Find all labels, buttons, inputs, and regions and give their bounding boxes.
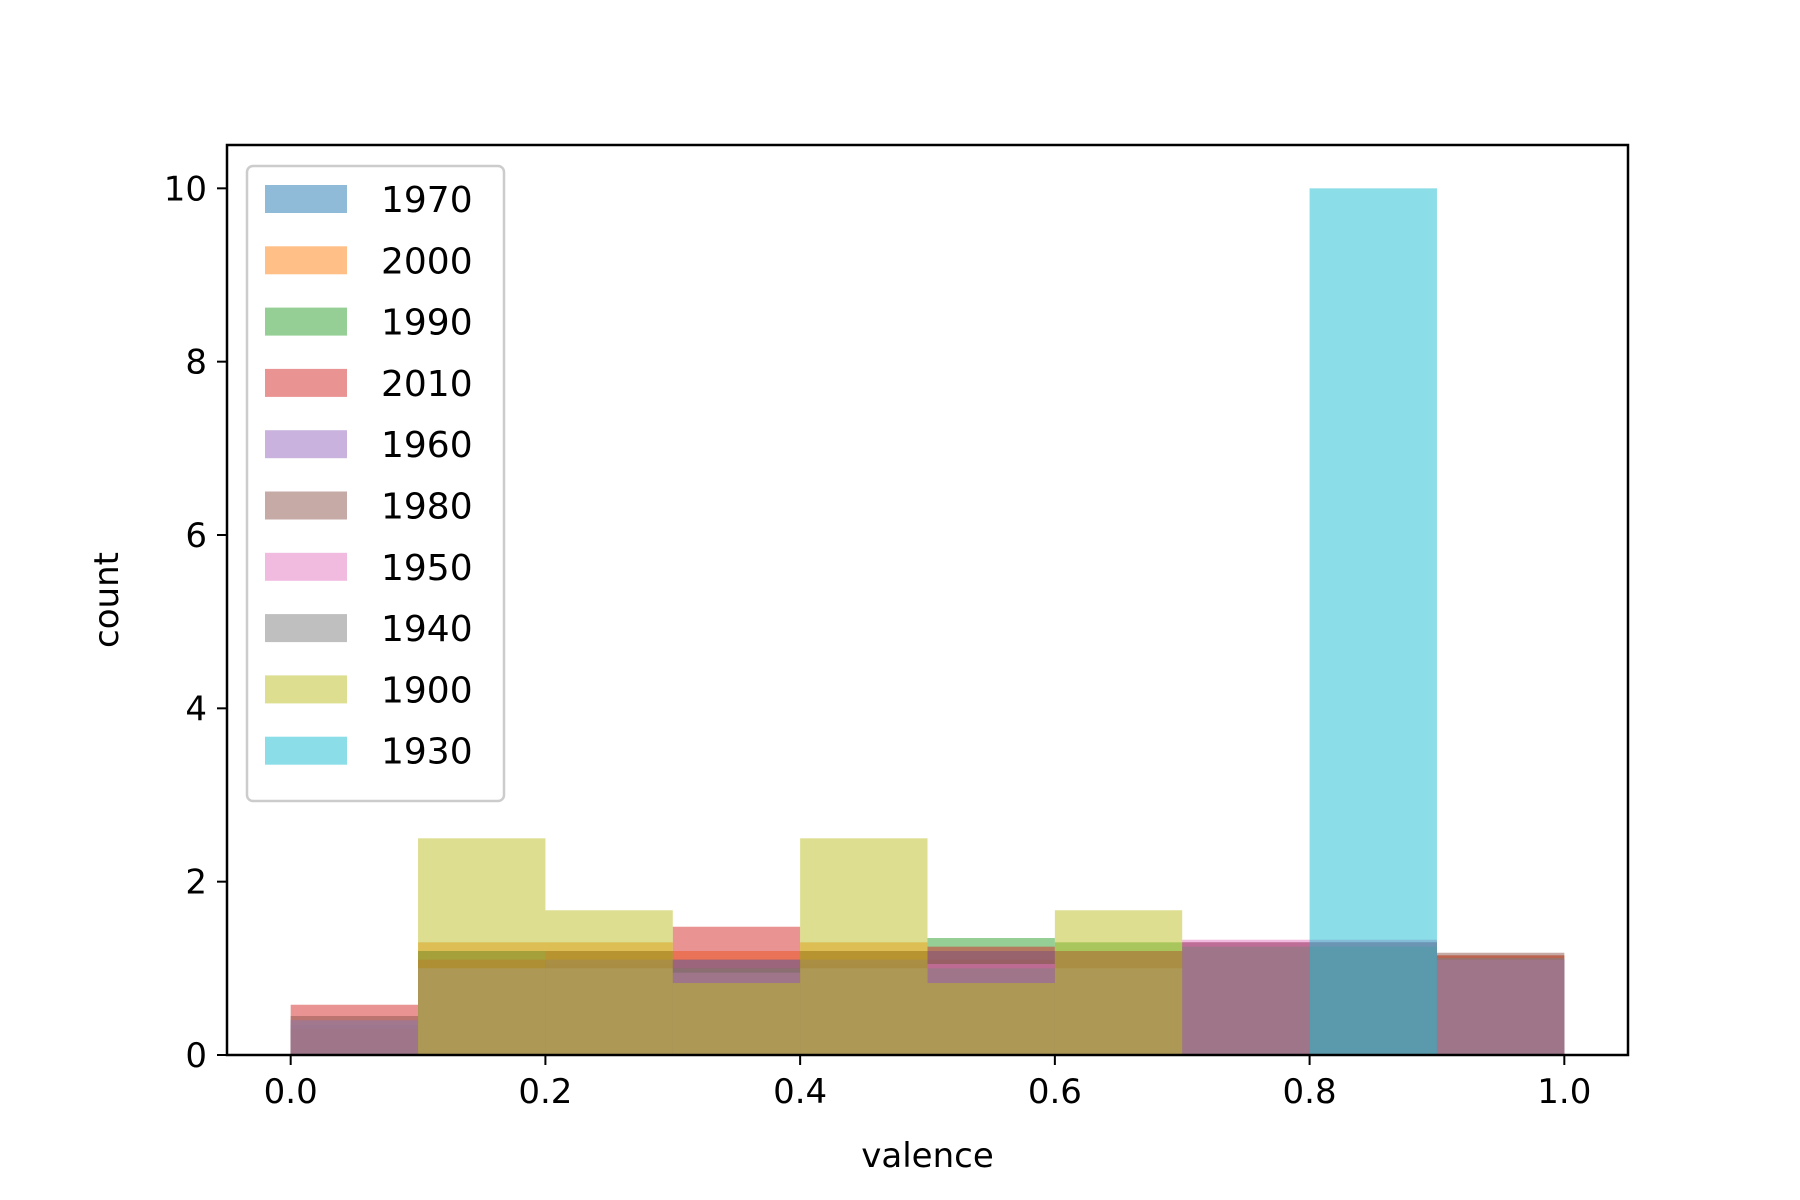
- legend-item-1900: 1900: [265, 670, 473, 711]
- bar-1940-bin-7: [1182, 946, 1310, 1055]
- legend-item-1960: 1960: [265, 425, 473, 466]
- legend-label: 1960: [381, 425, 473, 466]
- x-tick-label: 0.8: [1283, 1072, 1337, 1112]
- bar-1900-bin-2: [545, 910, 673, 1055]
- bar-1940-bin-0: [290, 1020, 419, 1055]
- legend-label: 1970: [381, 180, 473, 221]
- legend-label: 1900: [381, 670, 473, 711]
- legend-item-1980: 1980: [265, 487, 473, 528]
- legend-label: 1980: [381, 487, 473, 528]
- legend-item-1970: 1970: [265, 180, 473, 221]
- legend-swatch: [265, 675, 347, 704]
- series-1900: [418, 838, 1183, 1055]
- legend: 1970 2000 1990 2010 1960 1980 1950 1940 1900 1930: [245, 164, 506, 803]
- x-tick-label: 1.0: [1537, 1072, 1591, 1112]
- bar-1900-bin-5: [927, 983, 1055, 1055]
- y-axis-ticks: 0 2 4 6 8 10: [164, 169, 227, 1076]
- y-tick-label: 2: [185, 863, 207, 903]
- legend-item-2000: 2000: [265, 241, 473, 282]
- legend-swatch: [265, 246, 347, 275]
- bar-1900-bin-3: [672, 983, 801, 1055]
- bar-1900-bin-6: [1054, 910, 1183, 1055]
- x-tick-label: 0.0: [264, 1072, 318, 1112]
- y-tick-label: 6: [185, 516, 207, 556]
- plot-frame: [225, 143, 1630, 1057]
- bar-1930-bin-8: [1309, 188, 1437, 1056]
- series-1930: [1309, 188, 1437, 1056]
- legend-swatch: [265, 614, 347, 643]
- x-tick-label: 0.2: [518, 1072, 572, 1112]
- legend-label: 1930: [381, 732, 473, 773]
- y-axis-label: count: [87, 552, 127, 648]
- legend-swatch: [265, 185, 347, 213]
- bar-1940-bin-9: [1436, 957, 1565, 1055]
- y-tick-label: 4: [185, 689, 207, 729]
- legend-item-1940: 1940: [265, 609, 473, 650]
- x-axis-label: valence: [861, 1136, 993, 1176]
- legend-swatch: [265, 307, 347, 336]
- legend-swatch: [265, 368, 347, 397]
- legend-label: 1950: [381, 548, 473, 589]
- legend-swatch: [265, 552, 347, 581]
- legend-swatch: [265, 491, 347, 520]
- legend-item-1990: 1990: [265, 303, 473, 344]
- bar-1900-bin-1: [418, 838, 546, 1055]
- y-tick-label: 0: [185, 1036, 207, 1076]
- legend-item-1950: 1950: [265, 548, 473, 589]
- y-tick-label: 10: [164, 169, 207, 209]
- x-tick-label: 0.6: [1028, 1072, 1082, 1112]
- legend-label: 2010: [381, 364, 473, 405]
- y-tick-label: 8: [185, 343, 207, 383]
- legend-item-1930: 1930: [265, 732, 473, 773]
- x-axis-ticks: 0.0 0.2 0.4 0.6 0.8 1.0: [264, 1055, 1591, 1112]
- legend-item-2010: 2010: [265, 364, 473, 405]
- legend-label: 1990: [381, 303, 473, 344]
- x-tick-label: 0.4: [773, 1072, 827, 1112]
- bar-1900-bin-4: [800, 838, 928, 1055]
- legend-swatch: [265, 430, 347, 459]
- legend-label: 1940: [381, 609, 473, 650]
- legend-swatch: [265, 736, 347, 765]
- bars-layer: [290, 188, 1565, 1056]
- legend-label: 2000: [381, 241, 473, 282]
